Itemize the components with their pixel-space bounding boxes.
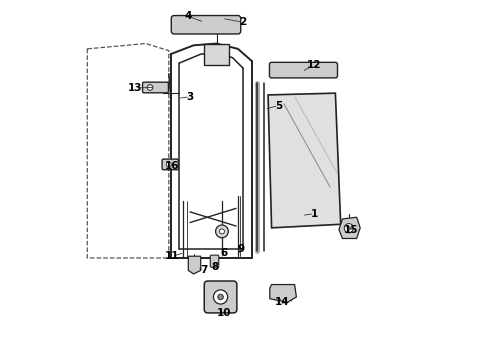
Text: 5: 5: [275, 100, 282, 111]
Text: 13: 13: [128, 83, 143, 93]
FancyBboxPatch shape: [143, 82, 169, 93]
Text: 6: 6: [220, 248, 227, 258]
Text: 7: 7: [200, 265, 208, 275]
FancyBboxPatch shape: [162, 159, 178, 170]
Circle shape: [218, 294, 223, 300]
Circle shape: [216, 225, 228, 238]
Circle shape: [166, 162, 172, 167]
Text: 10: 10: [217, 308, 231, 318]
Text: 3: 3: [186, 92, 194, 102]
Text: 15: 15: [344, 225, 359, 235]
Polygon shape: [188, 256, 201, 274]
Text: 2: 2: [240, 17, 247, 27]
Text: 8: 8: [211, 262, 219, 272]
Text: 16: 16: [165, 161, 180, 171]
FancyBboxPatch shape: [172, 15, 241, 34]
Circle shape: [214, 290, 228, 304]
Polygon shape: [268, 93, 341, 228]
Polygon shape: [204, 44, 229, 65]
Circle shape: [344, 224, 353, 233]
FancyBboxPatch shape: [270, 62, 338, 78]
FancyBboxPatch shape: [210, 255, 219, 267]
Text: 14: 14: [275, 297, 290, 307]
Text: 12: 12: [307, 60, 321, 70]
FancyBboxPatch shape: [204, 281, 237, 313]
Polygon shape: [270, 284, 296, 302]
Text: 9: 9: [238, 244, 245, 254]
Circle shape: [147, 85, 153, 90]
Circle shape: [347, 226, 351, 230]
Text: 11: 11: [165, 251, 180, 261]
Text: 1: 1: [311, 209, 318, 219]
Polygon shape: [339, 217, 360, 238]
Circle shape: [220, 229, 224, 234]
Text: 4: 4: [185, 11, 192, 21]
